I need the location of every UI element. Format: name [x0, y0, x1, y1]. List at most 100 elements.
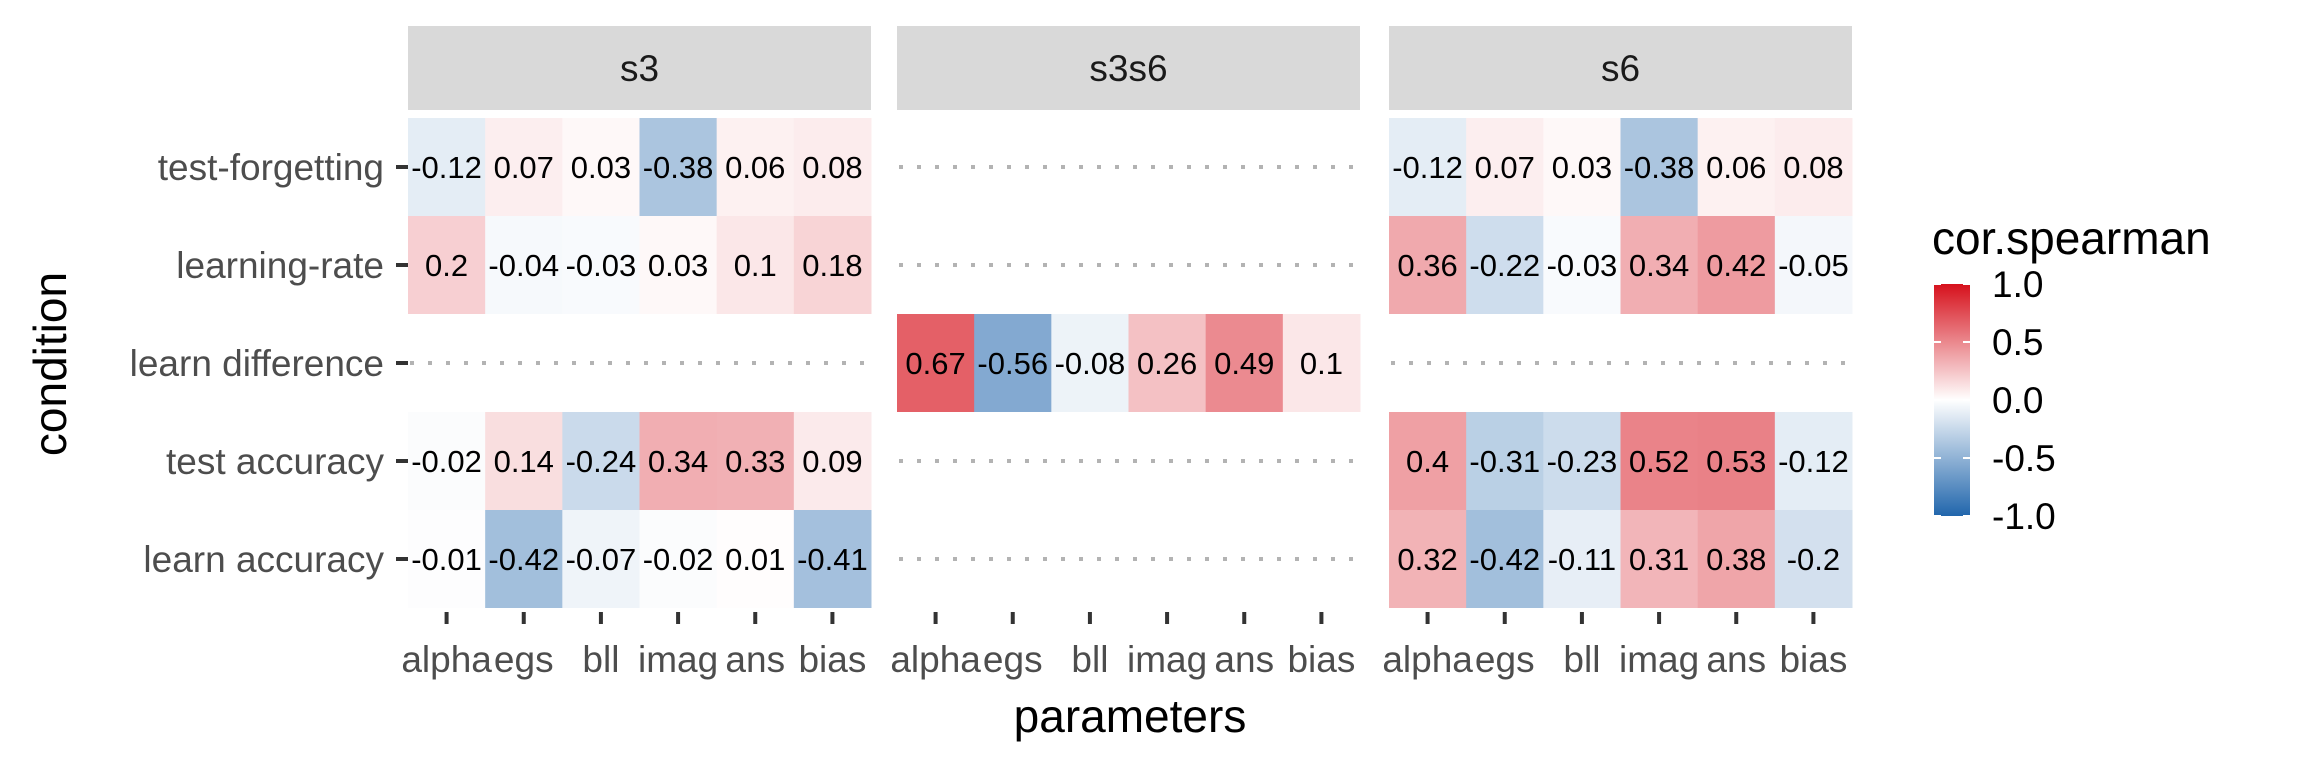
cell-value-label: 0.38	[1706, 542, 1766, 577]
cell-value-label: 0.4	[1406, 444, 1449, 479]
cell-value-label: 0.34	[1629, 248, 1689, 283]
x-tick-label: alpha	[401, 639, 492, 680]
cell-value-label: -0.04	[488, 248, 559, 283]
legend-title: cor.spearman	[1932, 212, 2211, 264]
cell-value-label: 0.08	[1783, 150, 1843, 185]
heatmap-cell	[639, 510, 718, 608]
heatmap-cell	[485, 216, 563, 314]
cell-value-label: -0.02	[411, 444, 482, 479]
heatmap-cell	[1389, 216, 1467, 314]
facet-panel-s3s6: s3s6 0.67 -0.56 -0.08 0.26 0.49 0.1 alpha egs bll…	[890, 26, 1361, 680]
heatmap-cell	[408, 118, 486, 216]
cell-value-label: -0.2	[1787, 542, 1840, 577]
heatmap-cell	[1466, 412, 1544, 510]
legend-label: -0.5	[1992, 438, 2056, 479]
heatmap-cell	[1774, 412, 1853, 510]
heatmap-cell	[1697, 216, 1776, 314]
cell-value-label: -0.11	[1548, 542, 1616, 577]
cell-value-label: 0.53	[1706, 444, 1766, 479]
x-tick-label: alpha	[890, 639, 981, 680]
y-tick-label: test accuracy	[166, 441, 384, 482]
heatmap-cell	[716, 412, 795, 510]
heatmap-cell	[408, 412, 486, 510]
x-tick-label: bll	[582, 639, 619, 680]
cell-value-label: 0.07	[494, 150, 554, 185]
heatmap-cell	[1620, 412, 1699, 510]
facet-strip-label: s6	[1601, 48, 1640, 89]
heatmap-cell	[1774, 510, 1853, 608]
x-tick-label: imag	[1619, 639, 1699, 680]
cell-value-label: 0.34	[648, 444, 708, 479]
heatmap-cell	[639, 118, 718, 216]
heatmap-cell	[1205, 314, 1284, 412]
heatmap-cell	[716, 216, 795, 314]
cell-value-label: 0.26	[1137, 346, 1197, 381]
x-tick-label: ans	[1214, 639, 1274, 680]
x-tick-label: bll	[1071, 639, 1108, 680]
legend-label: 0.0	[1992, 380, 2043, 421]
heatmap-cell	[1543, 510, 1621, 608]
heatmap-cell	[1543, 216, 1621, 314]
facet-strip-label: s3s6	[1089, 48, 1167, 89]
facet-strip	[408, 26, 871, 110]
x-axis-title: parameters	[1014, 690, 1247, 742]
cell-value-label: 0.06	[725, 150, 785, 185]
x-tick-label: alpha	[1382, 639, 1473, 680]
heatmap-cell	[1128, 314, 1207, 412]
x-tick-label: egs	[1475, 639, 1535, 680]
heatmap-cell	[562, 118, 640, 216]
legend-label: 0.5	[1992, 322, 2043, 363]
cell-value-label: -0.03	[566, 248, 637, 283]
cell-value-label: -0.31	[1469, 444, 1540, 479]
cell-value-label: 0.67	[905, 346, 965, 381]
heatmap-cell	[485, 412, 563, 510]
legend: cor.spearman 1.0 0.5 0.0 -0.5 -1.0	[1932, 212, 2211, 537]
heatmap-cell	[1620, 510, 1699, 608]
heatmap-cell	[716, 118, 795, 216]
heatmap-cell	[793, 216, 872, 314]
cell-value-label: -0.07	[566, 542, 637, 577]
y-axis: test-forgetting learning-rate learn differ…	[130, 147, 408, 580]
legend-label: -1.0	[1992, 496, 2056, 537]
x-tick-label: ans	[725, 639, 785, 680]
cell-value-label: 0.06	[1706, 150, 1766, 185]
cell-value-label: -0.42	[488, 542, 559, 577]
facet-strip-label: s3	[620, 48, 659, 89]
cell-value-label: -0.08	[1055, 346, 1126, 381]
cell-value-label: 0.03	[1552, 150, 1612, 185]
x-tick-label: imag	[1127, 639, 1207, 680]
heatmap-cell	[1466, 510, 1544, 608]
facet-panels: s3-0.12 0.07 0.03 -0.38 0.06 0.080.2 -0.04 -0.0…	[401, 26, 1853, 680]
cell-value-label: -0.02	[643, 542, 714, 577]
heatmap-cell	[639, 412, 718, 510]
heatmap-cell	[974, 314, 1052, 412]
cell-value-label: -0.38	[643, 150, 714, 185]
cell-value-label: 0.03	[571, 150, 631, 185]
heatmap-cell	[793, 118, 872, 216]
x-tick-label: ans	[1706, 639, 1766, 680]
cell-value-label: -0.03	[1547, 248, 1618, 283]
x-tick-label: bll	[1563, 639, 1600, 680]
cell-value-label: -0.12	[1392, 150, 1463, 185]
facet-strip	[897, 26, 1360, 110]
heatmap-cell	[1389, 412, 1467, 510]
y-tick-label: learn difference	[130, 343, 384, 384]
facet-panel-s3: s3-0.12 0.07 0.03 -0.38 0.06 0.080.2 -0.04 -0.0…	[401, 26, 872, 680]
cell-value-label: -0.42	[1469, 542, 1540, 577]
x-tick-label: bias	[798, 639, 866, 680]
cell-value-label: -0.12	[1778, 444, 1849, 479]
cell-value-label: 0.09	[802, 444, 862, 479]
heatmap-cell	[1543, 412, 1621, 510]
heatmap-cell	[716, 510, 795, 608]
cell-value-label: -0.38	[1624, 150, 1695, 185]
cell-value-label: -0.56	[977, 346, 1048, 381]
cell-value-label: 0.36	[1397, 248, 1457, 283]
heatmap-cell	[1774, 118, 1853, 216]
cell-value-label: -0.22	[1469, 248, 1540, 283]
cell-value-label: -0.41	[797, 542, 868, 577]
x-tick-label: bias	[1287, 639, 1355, 680]
x-tick-label: egs	[494, 639, 554, 680]
heatmap-cell	[1466, 118, 1544, 216]
cell-value-label: 0.49	[1214, 346, 1274, 381]
